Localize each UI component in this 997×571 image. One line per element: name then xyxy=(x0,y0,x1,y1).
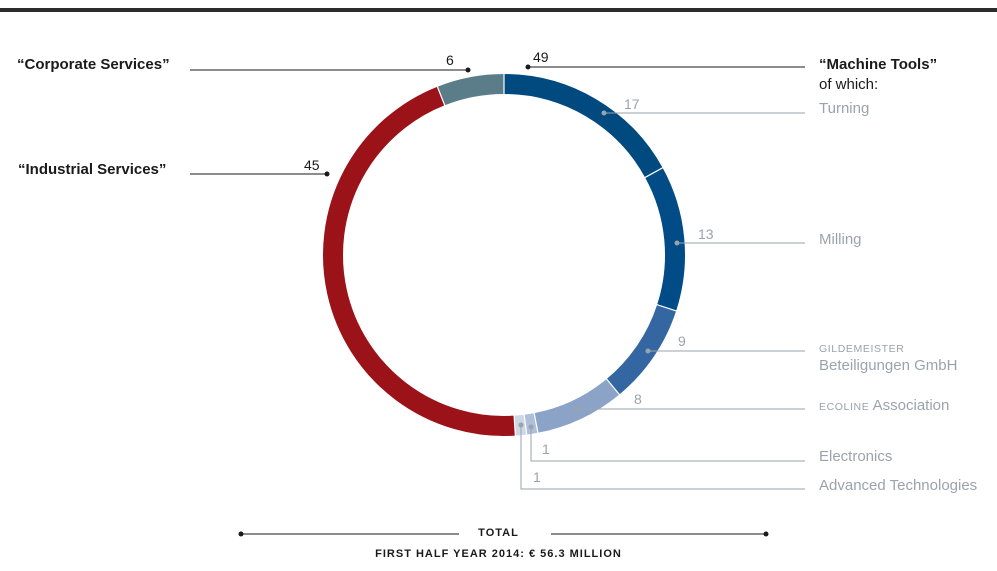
donut-segment-mt-turning xyxy=(503,74,663,178)
segment-separator xyxy=(605,378,621,396)
label-corporate-services: “Corporate Services” xyxy=(17,56,170,73)
label-milling: Milling xyxy=(819,231,862,248)
leader-ecoline-dot xyxy=(573,406,579,412)
label-ecoline-row: ecoline Association xyxy=(819,397,949,416)
value-turning: 17 xyxy=(624,96,640,112)
footer-rule-left-dot xyxy=(238,531,244,537)
segment-separator xyxy=(533,412,539,434)
leader-milling-dot xyxy=(674,240,680,246)
donut-segment-mt-gildemeister xyxy=(606,304,677,395)
segment-separator xyxy=(523,414,528,436)
leader-gildemeister-dot xyxy=(645,348,651,354)
donut-segment-mt-ecoline xyxy=(533,378,620,433)
segment-separator xyxy=(644,167,664,179)
leader-industrial-services-dot xyxy=(324,171,330,177)
label-of-which: of which: xyxy=(819,76,879,93)
leader-electronics xyxy=(530,427,805,462)
footer-subtitle: FIRST HALF YEAR 2014: € 56.3 MILLION xyxy=(375,548,622,560)
label-ecoline-prefix: ecoline xyxy=(819,401,870,413)
label-gildemeister-prefix: gildemeister xyxy=(819,343,905,355)
label-ecoline: Association xyxy=(872,397,950,414)
top-rule xyxy=(0,8,997,12)
leader-machine-tools-dot xyxy=(525,64,531,70)
segment-separator xyxy=(436,86,446,106)
leader-electronics-dot xyxy=(528,424,534,430)
label-electronics: Electronics xyxy=(819,448,893,465)
leader-advanced-technologies xyxy=(520,425,805,490)
segment-separator xyxy=(656,304,677,312)
donut-segment-mt-electronics xyxy=(524,413,538,435)
label-turning: Turning xyxy=(819,100,870,117)
value-advanced-technologies: 1 xyxy=(533,469,541,485)
label-gildemeister: Beteiligungen GmbH xyxy=(819,357,958,374)
value-electronics: 1 xyxy=(542,441,550,457)
segment-separator xyxy=(513,415,516,437)
leader-turning-dot xyxy=(601,110,607,116)
leader-lines xyxy=(190,64,805,537)
donut-segment-industrial-services xyxy=(323,86,516,436)
value-gildemeister: 9 xyxy=(678,333,686,349)
donut-segment-corporate-services xyxy=(437,74,505,106)
leader-advanced-technologies-dot xyxy=(518,422,524,428)
label-advanced-technologies: Advanced Technologies xyxy=(819,477,978,494)
donut-segment-mt-milling xyxy=(645,167,685,311)
donut-arcs xyxy=(323,73,685,437)
footer-total-label: TOTAL xyxy=(478,527,519,539)
value-ecoline: 8 xyxy=(634,391,642,407)
label-industrial-services: “Industrial Services” xyxy=(18,161,167,178)
value-machine-tools: 49 xyxy=(533,49,549,65)
label-machine-tools: “Machine Tools” xyxy=(819,56,938,73)
value-milling: 13 xyxy=(698,226,714,242)
value-industrial-services: 45 xyxy=(304,157,320,173)
value-corporate-services: 6 xyxy=(446,52,454,68)
leader-corporate-services-dot xyxy=(465,67,471,73)
footer-rule-right-dot xyxy=(763,531,769,537)
